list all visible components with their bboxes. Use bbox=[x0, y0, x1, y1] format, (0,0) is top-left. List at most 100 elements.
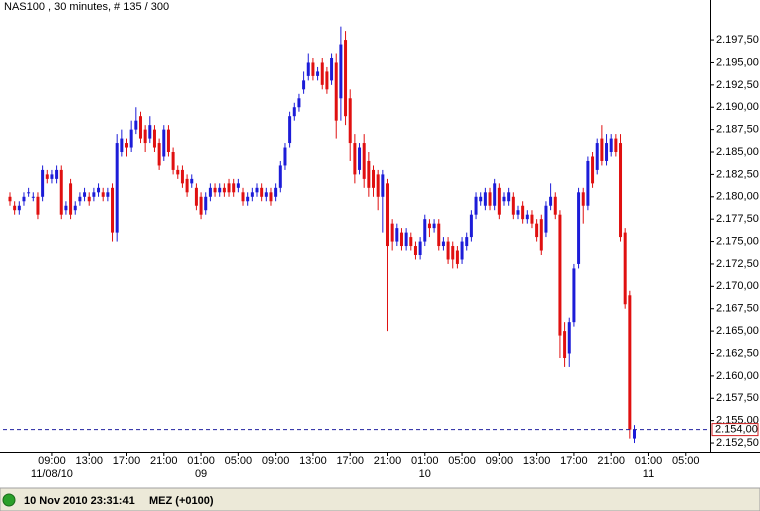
candle-body bbox=[446, 241, 450, 260]
candle-body bbox=[125, 143, 129, 148]
candle-body bbox=[539, 219, 543, 251]
candle-body bbox=[418, 241, 422, 255]
candle-body bbox=[92, 192, 96, 197]
candle-body bbox=[204, 196, 208, 211]
x-tick-label: 13:00 bbox=[523, 455, 551, 467]
y-tick-label: 2.182,50 bbox=[716, 168, 759, 180]
candle-body bbox=[465, 237, 469, 247]
candle-body bbox=[8, 196, 12, 202]
y-tick-label: 2.185,00 bbox=[716, 146, 759, 158]
candle-body bbox=[208, 187, 212, 197]
y-tick-label: 2.167,50 bbox=[716, 303, 759, 315]
candle-body bbox=[437, 223, 441, 247]
x-tick-label: 21:00 bbox=[597, 455, 625, 467]
candle-body bbox=[157, 143, 161, 166]
candle-body bbox=[530, 214, 534, 224]
candle-body bbox=[623, 232, 627, 305]
y-tick-label: 2.160,00 bbox=[716, 370, 759, 382]
y-tick-label: 2.170,00 bbox=[716, 280, 759, 292]
y-tick-label: 2.177,50 bbox=[716, 213, 759, 225]
candle-body bbox=[395, 228, 399, 242]
candle-body bbox=[362, 143, 366, 179]
candle-body bbox=[22, 196, 26, 202]
candle-body bbox=[152, 129, 156, 148]
candle-body bbox=[423, 219, 427, 242]
candle-body bbox=[549, 196, 553, 206]
x-tick-label: 01:00 bbox=[411, 455, 439, 467]
current-price-box bbox=[711, 423, 759, 437]
x-tick-label: 09:00 bbox=[262, 455, 290, 467]
candle-body bbox=[166, 129, 170, 153]
candle-body bbox=[381, 174, 385, 197]
y-tick-label: 2.157,50 bbox=[716, 392, 759, 404]
candle-body bbox=[45, 174, 49, 179]
candle-body bbox=[507, 192, 511, 202]
candle-body bbox=[316, 71, 320, 76]
candle-body bbox=[180, 169, 184, 184]
candle-body bbox=[50, 174, 54, 179]
current-price-label: 2.154,00 bbox=[715, 424, 758, 436]
candle-body bbox=[59, 169, 63, 215]
candle-body bbox=[605, 143, 609, 161]
candle-body bbox=[255, 187, 259, 193]
candle-body bbox=[502, 196, 506, 202]
x-date-label: 10 bbox=[419, 468, 431, 480]
candle-body bbox=[469, 214, 473, 238]
status-icon bbox=[2, 493, 16, 507]
candle-body bbox=[334, 62, 338, 121]
candle-body bbox=[413, 246, 417, 255]
candle-body bbox=[553, 196, 557, 215]
candle-body bbox=[586, 160, 590, 206]
candle-body bbox=[41, 169, 45, 197]
candle-body bbox=[83, 192, 87, 197]
candle-body bbox=[600, 138, 604, 161]
candle-body bbox=[628, 295, 632, 430]
candle-body bbox=[302, 80, 306, 90]
candle-body bbox=[55, 169, 59, 179]
candle-body bbox=[558, 214, 562, 336]
candle-body bbox=[264, 192, 268, 197]
candle-body bbox=[376, 174, 380, 197]
status-timezone: MEZ (+0100) bbox=[149, 495, 214, 507]
y-tick-label: 2.172,50 bbox=[716, 258, 759, 270]
x-date-label: 09 bbox=[195, 468, 207, 480]
candle-body bbox=[115, 143, 119, 233]
candle-body bbox=[288, 116, 292, 144]
candle-body bbox=[320, 62, 324, 85]
y-tick-label: 2.197,50 bbox=[716, 34, 759, 46]
candle-body bbox=[176, 169, 180, 175]
candle-body bbox=[218, 187, 222, 193]
candle-body bbox=[246, 196, 250, 202]
candle-body bbox=[339, 44, 343, 99]
candle-body bbox=[120, 138, 124, 153]
candle-body bbox=[441, 241, 445, 247]
y-tick-label: 2.195,00 bbox=[716, 56, 759, 68]
candle-body bbox=[483, 192, 487, 206]
candle-body bbox=[101, 192, 105, 197]
candle-body bbox=[563, 331, 567, 358]
candle-body bbox=[283, 147, 287, 166]
status-bar bbox=[0, 487, 760, 511]
candle-body bbox=[511, 196, 515, 215]
candle-body bbox=[544, 205, 548, 233]
candle-body bbox=[87, 196, 91, 202]
candle-body bbox=[455, 250, 459, 264]
candle-body bbox=[311, 62, 315, 76]
candle-body bbox=[269, 192, 273, 202]
candle-body bbox=[236, 183, 240, 188]
candle-body bbox=[619, 143, 623, 238]
candle-body bbox=[13, 205, 17, 211]
candle-body bbox=[260, 187, 264, 197]
candle-body bbox=[213, 187, 217, 193]
candle-body bbox=[404, 232, 408, 247]
candle-body bbox=[171, 152, 175, 170]
candle-body bbox=[278, 165, 282, 188]
x-tick-label: 21:00 bbox=[150, 455, 178, 467]
candle-body bbox=[232, 183, 236, 193]
x-tick-label: 05:00 bbox=[225, 455, 253, 467]
candle-body bbox=[292, 107, 296, 117]
candle-body bbox=[78, 196, 82, 202]
candle-body bbox=[399, 232, 403, 247]
candle-body bbox=[274, 187, 278, 197]
candle-body bbox=[134, 120, 138, 130]
